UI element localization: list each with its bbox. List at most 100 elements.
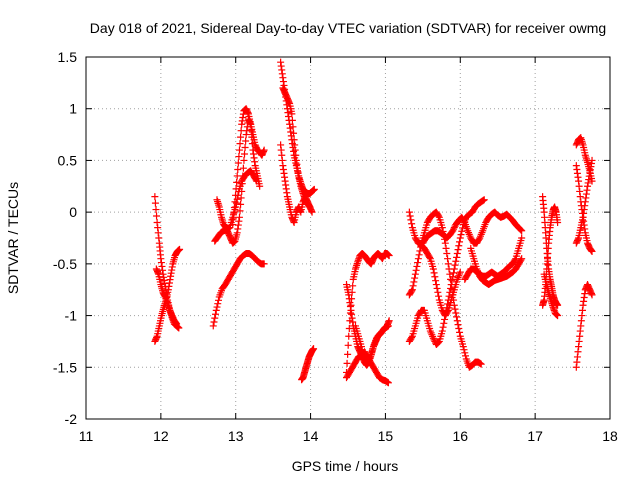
- series-s28: [572, 156, 596, 247]
- data-point: [458, 227, 466, 235]
- data-point: [413, 262, 421, 270]
- data-point: [438, 327, 446, 335]
- data-point: [153, 212, 161, 220]
- data-point: [447, 275, 455, 283]
- data-point: [450, 224, 458, 232]
- data-point: [242, 137, 250, 145]
- x-tick-label: 14: [303, 428, 319, 444]
- data-point: [408, 220, 416, 228]
- x-tick-label: 11: [79, 428, 94, 444]
- data-point: [175, 324, 183, 332]
- data-point: [440, 319, 448, 327]
- data-point: [385, 317, 393, 325]
- data-point: [231, 198, 239, 206]
- y-tick-label: 0: [69, 204, 77, 220]
- data-point: [406, 212, 414, 220]
- tick-layer: -2 -1.5 -1 -0.5 0 0.5 1 1.5 11 12 13 14 15 16 17 18: [53, 49, 618, 444]
- data-point: [213, 303, 221, 311]
- data-point: [248, 133, 256, 141]
- data-point: [405, 208, 413, 216]
- series-s21: [467, 244, 526, 289]
- chart-title: Day 018 of 2021, Sidereal Day-to-day VTE…: [90, 20, 606, 36]
- data-point: [385, 252, 393, 260]
- data-point: [438, 224, 446, 232]
- x-tick-label: 15: [378, 428, 394, 444]
- data-point: [444, 308, 452, 316]
- data-point: [443, 250, 451, 258]
- data-point: [460, 346, 468, 354]
- series-s24: [540, 270, 562, 320]
- data-point: [453, 253, 461, 261]
- data-point: [407, 216, 415, 224]
- data-point: [456, 328, 464, 336]
- series-s07: [229, 105, 264, 229]
- data-point: [209, 322, 217, 330]
- data-point: [453, 317, 461, 325]
- data-point: [429, 265, 437, 273]
- data-point: [344, 341, 352, 349]
- data-point: [588, 247, 596, 255]
- data-point: [516, 225, 524, 233]
- data-point: [588, 291, 596, 299]
- y-axis-title: SDTVAR / TECUs: [5, 182, 21, 294]
- data-point: [518, 255, 526, 263]
- data-point: [518, 234, 526, 242]
- data-point: [349, 282, 357, 290]
- data-point: [451, 261, 459, 269]
- data-point: [212, 306, 220, 314]
- data-point: [435, 212, 443, 220]
- data-point: [237, 194, 245, 202]
- data-point: [235, 153, 243, 161]
- data-point: [439, 323, 447, 331]
- data-point: [454, 321, 462, 329]
- data-point: [176, 245, 184, 253]
- x-tick-label: 16: [452, 428, 468, 444]
- series-s15: [351, 322, 392, 366]
- data-point: [232, 191, 240, 199]
- data-point: [236, 140, 244, 148]
- data-point: [239, 164, 247, 172]
- series-s18: [405, 208, 464, 320]
- data-point: [237, 127, 245, 135]
- data-point: [152, 206, 160, 214]
- data-point: [431, 273, 439, 281]
- data-point: [357, 343, 365, 351]
- data-point: [384, 322, 392, 330]
- data-point: [234, 165, 242, 173]
- data-point: [455, 325, 463, 332]
- data-point: [290, 129, 298, 137]
- data-point: [444, 260, 452, 268]
- y-tick-label: -1: [65, 308, 78, 324]
- y-tick-label: -1.5: [53, 359, 77, 375]
- data-point: [414, 255, 422, 263]
- data-point: [345, 332, 353, 340]
- data-point: [430, 336, 438, 344]
- data-point: [360, 352, 368, 360]
- data-point: [414, 259, 422, 267]
- data-point: [241, 150, 249, 158]
- data-point: [461, 349, 469, 357]
- data-point: [411, 274, 419, 282]
- y-tick-label: 1: [69, 101, 77, 117]
- data-point: [173, 320, 181, 328]
- x-tick-label: 12: [153, 428, 169, 444]
- data-point: [446, 270, 454, 278]
- data-point: [517, 226, 525, 234]
- data-point: [288, 110, 296, 118]
- x-tick-label: 17: [527, 428, 543, 444]
- data-point: [232, 185, 240, 193]
- data-point: [442, 244, 450, 252]
- data-point: [456, 268, 464, 276]
- data-point: [236, 207, 244, 215]
- data-point: [214, 296, 222, 304]
- data-point: [511, 256, 519, 264]
- data-point: [210, 318, 218, 326]
- data-point: [412, 266, 420, 274]
- data-point: [308, 208, 316, 216]
- data-point: [408, 334, 416, 342]
- data-point: [445, 292, 453, 300]
- x-tick-label: 13: [228, 428, 244, 444]
- data-point: [409, 282, 417, 290]
- data-point: [232, 199, 240, 207]
- data-point: [451, 305, 459, 313]
